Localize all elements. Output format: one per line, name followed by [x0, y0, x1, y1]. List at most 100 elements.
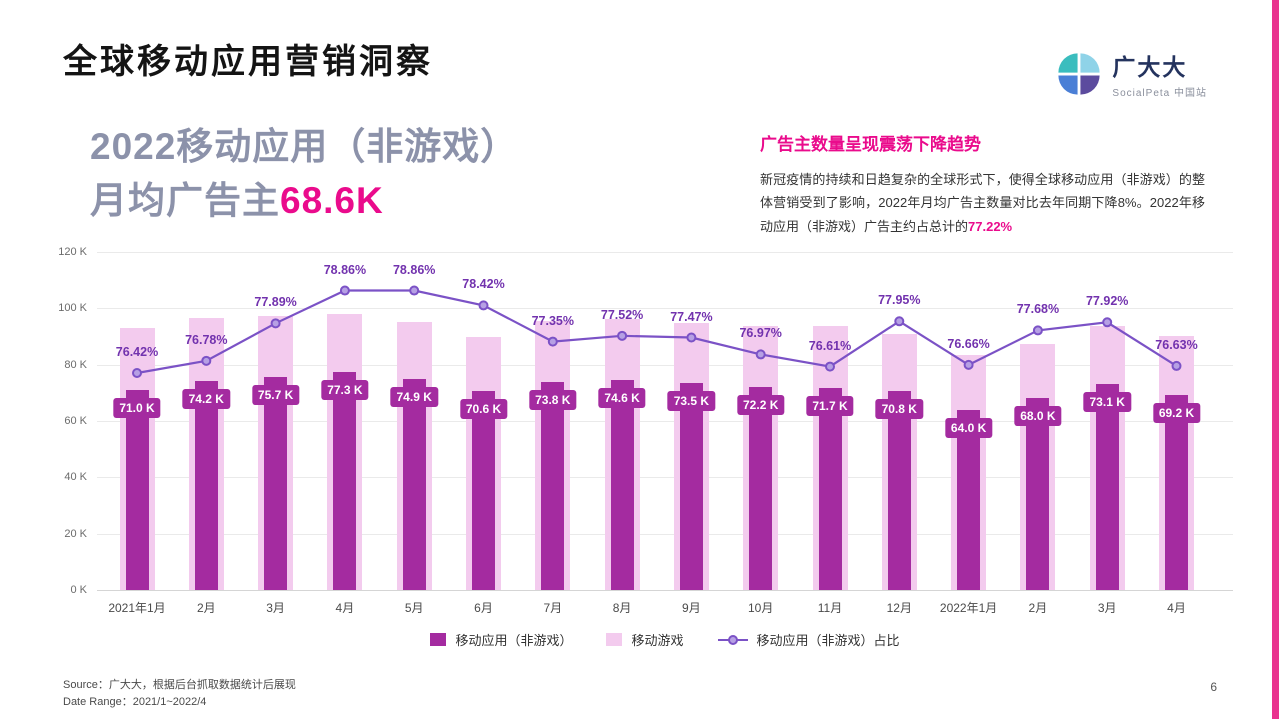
- bar-value-label: 70.6 K: [459, 399, 508, 420]
- footer: Source：广大大，根据后台抓取数据统计后展现 Date Range：2021…: [63, 677, 296, 711]
- insight-highlight: 77.22%: [968, 218, 1013, 234]
- bar-nongame: [818, 388, 842, 590]
- line-point-label: 78.86%: [323, 262, 367, 277]
- y-axis-tick: 100 K: [58, 302, 87, 315]
- x-axis-label: 2021年1月: [108, 601, 166, 615]
- bar-nongame: [333, 372, 357, 590]
- line-point-marker: [1102, 317, 1113, 328]
- bar-value-label: 72.2 K: [737, 394, 785, 415]
- headline-value: 68.6K: [280, 179, 384, 221]
- gridline: [97, 364, 1233, 366]
- line-point-marker: [270, 318, 281, 329]
- bar-nongame: [1095, 384, 1119, 590]
- bar-nongame: [402, 379, 426, 590]
- bar-nongame: [957, 409, 981, 590]
- bar-nongame: [472, 391, 495, 590]
- line-point-marker: [547, 336, 558, 347]
- line-point-label: 78.42%: [462, 277, 505, 292]
- ratio-line: [136, 289, 1178, 375]
- page-number: 6: [1210, 680, 1217, 694]
- bar-value-label: 71.7 K: [806, 396, 854, 417]
- page-title: 全球移动应用营销洞察: [63, 43, 433, 81]
- y-axis-tick: 120 K: [58, 246, 87, 258]
- line-point-marker: [1171, 360, 1182, 371]
- y-axis-tick: 20 K: [64, 527, 87, 540]
- line-point-label: 76.97%: [739, 326, 782, 341]
- line-point-label: 76.78%: [185, 332, 228, 347]
- bar-value-label: 73.8 K: [529, 390, 577, 411]
- x-axis-label: 2022年1月: [939, 601, 998, 615]
- bar-nongame: [749, 386, 773, 590]
- line-point-marker: [1032, 325, 1043, 336]
- brand-subtitle: SocialPeta 中国站: [1112, 88, 1207, 99]
- headline-line2: 月均广告主68.6K: [90, 174, 518, 228]
- slide-edge-accent: [1272, 0, 1279, 719]
- x-axis-label: 8月: [612, 601, 632, 615]
- bar-value-label: 77.3 K: [321, 380, 369, 401]
- x-axis-label: 3月: [266, 601, 285, 615]
- headline: 2022移动应用（非游戏） 月均广告主68.6K: [90, 120, 518, 227]
- bar-value-label: 68.0 K: [1014, 406, 1062, 427]
- line-point-label: 77.35%: [531, 313, 574, 328]
- ratio-line-series: [132, 285, 1182, 379]
- gridline: [97, 590, 1233, 591]
- brand-logo: 广大大 SocialPeta 中国站: [1056, 48, 1207, 99]
- line-point-marker: [825, 361, 835, 372]
- y-axis-tick: 80 K: [64, 358, 87, 371]
- legend-item: 移动应用（非游戏）: [430, 630, 572, 649]
- brand-logo-icon: [1058, 52, 1101, 95]
- legend-item: 移动应用（非游戏）占比: [717, 630, 900, 649]
- line-point-marker: [339, 285, 350, 296]
- headline-line1: 2022移动应用（非游戏）: [90, 126, 519, 167]
- x-axis-label: 2月: [196, 601, 216, 615]
- bar-nongame: [194, 381, 218, 590]
- insight-body: 新冠疫情的持续和日趋复杂的全球形式下，使得全球移动应用（非游戏）的整体营销受到了…: [760, 168, 1205, 238]
- line-point-label: 77.89%: [254, 295, 297, 310]
- bar-value-label: 73.1 K: [1083, 392, 1131, 413]
- y-axis-tick: 40 K: [64, 471, 87, 484]
- bar-value-label: 70.8 K: [875, 398, 923, 419]
- line-point-marker: [409, 285, 420, 296]
- x-axis-label: 9月: [682, 601, 701, 615]
- line-point-label: 77.47%: [670, 309, 713, 324]
- brand-text: 广大大 SocialPeta 中国站: [1112, 48, 1207, 99]
- bar-value-label: 73.5 K: [667, 390, 716, 411]
- line-point-marker: [478, 300, 489, 311]
- brand-name: 广大大: [1112, 54, 1188, 80]
- bar-nongame: [541, 382, 565, 590]
- footer-date-range: Date Range：2021/1~2022/4: [63, 696, 207, 709]
- line-point-label: 77.95%: [878, 293, 921, 308]
- bar-nongame: [1026, 398, 1050, 590]
- y-axis-tick: 0 K: [70, 584, 87, 596]
- y-axis-tick: 60 K: [64, 415, 87, 427]
- insight-panel: 广告主数量呈现震荡下降趋势 新冠疫情的持续和日趋复杂的全球形式下，使得全球移动应…: [760, 130, 1205, 238]
- gridline: [97, 308, 1233, 310]
- x-axis-label: 5月: [404, 601, 424, 615]
- bar-value-label: 74.6 K: [598, 387, 646, 408]
- legend-swatch-icon: [430, 633, 447, 646]
- chart-legend: 移动应用（非游戏） 移动游戏 移动应用（非游戏）占比: [97, 630, 1233, 649]
- line-point-label: 77.52%: [600, 307, 644, 322]
- line-point-label: 78.86%: [392, 262, 436, 277]
- x-axis-label: 10月: [748, 601, 774, 615]
- bar-value-label: 64.0 K: [944, 417, 993, 438]
- line-point-marker: [201, 355, 212, 366]
- line-point-label: 76.66%: [947, 336, 990, 351]
- x-axis-label: 2月: [1028, 601, 1048, 615]
- line-point-label: 76.63%: [1155, 337, 1198, 352]
- legend-label: 移动应用（非游戏）: [455, 633, 573, 648]
- headline-line2-prefix: 月均广告主: [90, 179, 280, 221]
- legend-item: 移动游戏: [606, 630, 684, 649]
- insight-body-text: 新冠疫情的持续和日趋复杂的全球形式下，使得全球移动应用（非游戏）的整体营销受到了…: [760, 172, 1205, 234]
- x-axis-label: 4月: [335, 601, 355, 615]
- x-axis-label: 11月: [817, 601, 843, 615]
- line-point-label: 76.42%: [115, 345, 159, 359]
- bar-nongame: [679, 382, 703, 590]
- gridline: [97, 533, 1233, 535]
- x-axis-label: 4月: [1167, 601, 1186, 615]
- gridline: [97, 252, 1233, 253]
- bar-nongame: [610, 379, 634, 590]
- legend-label: 移动游戏: [631, 633, 684, 648]
- line-point-marker: [894, 316, 905, 327]
